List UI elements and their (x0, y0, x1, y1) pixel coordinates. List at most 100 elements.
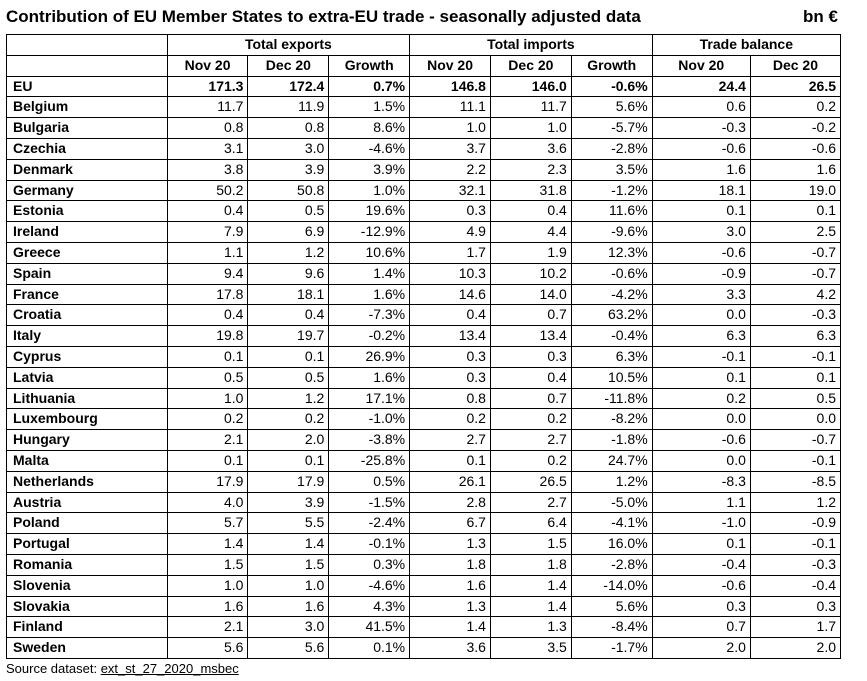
cell-country: Spain (6, 262, 168, 285)
cell-country: Romania (6, 553, 168, 576)
subheader-imports-dec: Dec 20 (489, 54, 572, 77)
cell-balance-dec: -0.6 (749, 137, 842, 160)
cell-imports-nov: 2.7 (409, 429, 491, 451)
cell-exports-nov: 0.4 (166, 304, 249, 327)
table-row: France 17.8 18.1 1.6% 14.6 14.0 -4.2% 3.3 4.2 (6, 283, 842, 306)
cell-imports-dec: 26.5 (489, 470, 572, 493)
cell-country: Slovenia (6, 574, 168, 597)
cell-exports-dec: 2.0 (247, 429, 330, 451)
cell-balance-nov: 2.0 (651, 637, 751, 659)
eu-total-row: EU 171.3 172.4 0.7% 146.8 146.0 -0.6% 24.4 26.5 (6, 75, 842, 98)
cell-exports-nov: 17.8 (166, 283, 249, 306)
cell-exports-dec: 5.5 (247, 512, 330, 535)
cell-exports-nov: 3.8 (166, 158, 249, 181)
cell-balance-dec: 26.5 (749, 75, 842, 98)
cell-balance-dec: -8.5 (749, 470, 842, 493)
cell-country: France (6, 283, 168, 306)
cell-balance-nov: -0.1 (651, 345, 751, 368)
table-row: Netherlands 17.9 17.9 0.5% 26.1 26.5 1.2% -8.3-… (6, 470, 842, 493)
cell-country: Portugal (6, 533, 168, 555)
cell-imports-growth: 63.2% (570, 304, 653, 327)
subheader-exports-nov: Nov 20 (166, 54, 249, 77)
cell-country: Estonia (6, 200, 168, 223)
cell-exports-dec: 0.2 (247, 408, 330, 431)
cell-exports-growth: 1.6% (328, 283, 411, 306)
cell-imports-growth: -9.6% (570, 221, 653, 243)
cell-country: Croatia (6, 304, 168, 327)
cell-exports-nov: 0.1 (166, 345, 249, 368)
cell-imports-nov: 1.4 (409, 616, 491, 639)
cell-imports-dec: 3.6 (489, 137, 572, 160)
cell-exports-growth: -0.2% (328, 325, 411, 347)
cell-exports-growth: 41.5% (328, 616, 411, 639)
cell-imports-nov: 13.4 (409, 325, 491, 347)
group-total-imports: Total imports (409, 34, 653, 56)
sub-header-row: Nov 20 Dec 20 Growth Nov 20 Dec 20 Growt… (6, 54, 842, 77)
cell-balance-nov: 18.1 (651, 179, 751, 202)
cell-exports-nov: 19.8 (166, 325, 249, 347)
cell-exports-dec: 11.9 (247, 96, 330, 119)
cell-exports-dec: 172.4 (247, 75, 330, 98)
cell-country: Netherlands (6, 470, 168, 493)
cell-imports-dec: 1.9 (489, 241, 572, 264)
cell-imports-dec: 1.8 (489, 553, 572, 576)
table-row: Portugal 1.4 1.4 -0.1% 1.3 1.5 16.0% 0.1 -0.1 (6, 533, 842, 555)
cell-country: Ireland (6, 221, 168, 243)
cell-imports-growth: -1.2% (570, 179, 653, 202)
cell-balance-dec: -0.7 (749, 429, 842, 451)
subheader-balance-dec: Dec 20 (749, 54, 842, 77)
cell-balance-dec: 0.1 (749, 366, 842, 389)
table-row: Malta 0.1 0.1 -25.8% 0.1 0.2 24.7% 0.0 -0.1 (6, 449, 842, 472)
table-row: Luxembourg 0.2 0.2 -1.0% 0.2 0.2 -8.2% 0.0 0.0 (6, 408, 842, 431)
cell-exports-nov: 50.2 (166, 179, 249, 202)
cell-exports-nov: 0.1 (166, 449, 249, 472)
cell-imports-dec: 13.4 (489, 325, 572, 347)
cell-exports-dec: 3.9 (247, 491, 330, 514)
cell-country: Lithuania (6, 387, 168, 410)
cell-balance-nov: -0.6 (651, 137, 751, 160)
cell-imports-nov: 26.1 (409, 470, 491, 493)
cell-exports-dec: 3.0 (247, 137, 330, 160)
cell-imports-growth: -4.1% (570, 512, 653, 535)
cell-balance-dec: 1.7 (749, 616, 842, 639)
cell-exports-growth: 1.6% (328, 366, 411, 389)
cell-exports-dec: 1.5 (247, 553, 330, 576)
table-row: Romania 1.5 1.5 0.3% 1.8 1.8 -2.8% -0.4 -0.3 (6, 553, 842, 576)
cell-imports-dec: 1.5 (489, 533, 572, 555)
source-dataset-link[interactable]: ext_st_27_2020_msbec (100, 661, 239, 676)
cell-balance-dec: -0.4 (749, 574, 842, 597)
cell-exports-growth: -4.6% (328, 574, 411, 597)
cell-balance-dec: 0.3 (749, 595, 842, 618)
cell-exports-dec: 50.8 (247, 179, 330, 202)
cell-balance-nov: 0.1 (651, 200, 751, 223)
table-row: Ireland 7.9 6.9 -12.9% 4.9 4.4 -9.6% 3.0 2.5 (6, 221, 842, 243)
cell-exports-dec: 0.5 (247, 366, 330, 389)
header-empty (6, 54, 168, 77)
cell-imports-dec: 1.0 (489, 117, 572, 139)
cell-imports-dec: 146.0 (489, 75, 572, 98)
cell-exports-growth: 0.1% (328, 637, 411, 659)
table-row: Austria 4.0 3.9 -1.5% 2.8 2.7 -5.0% 1.1 1.2 (6, 491, 842, 514)
cell-balance-dec: 1.6 (749, 158, 842, 181)
cell-balance-nov: 0.2 (651, 387, 751, 410)
cell-country: Latvia (6, 366, 168, 389)
source-note: Source dataset: ext_st_27_2020_msbec (6, 661, 239, 677)
cell-balance-dec: 0.0 (749, 408, 842, 431)
cell-exports-growth: -25.8% (328, 449, 411, 472)
cell-imports-dec: 2.7 (489, 491, 572, 514)
cell-country: Denmark (6, 158, 168, 181)
cell-imports-dec: 6.4 (489, 512, 572, 535)
cell-country: Bulgaria (6, 117, 168, 139)
cell-imports-dec: 1.4 (489, 595, 572, 618)
cell-balance-nov: 0.1 (651, 533, 751, 555)
cell-country: Sweden (6, 637, 168, 659)
cell-exports-nov: 5.6 (166, 637, 249, 659)
cell-exports-nov: 3.1 (166, 137, 249, 160)
cell-imports-nov: 1.6 (409, 574, 491, 597)
cell-imports-nov: 3.6 (409, 637, 491, 659)
cell-imports-nov: 1.3 (409, 595, 491, 618)
cell-balance-dec: 1.2 (749, 491, 842, 514)
cell-balance-nov: 6.3 (651, 325, 751, 347)
cell-exports-dec: 0.5 (247, 200, 330, 223)
cell-imports-dec: 3.5 (489, 637, 572, 659)
